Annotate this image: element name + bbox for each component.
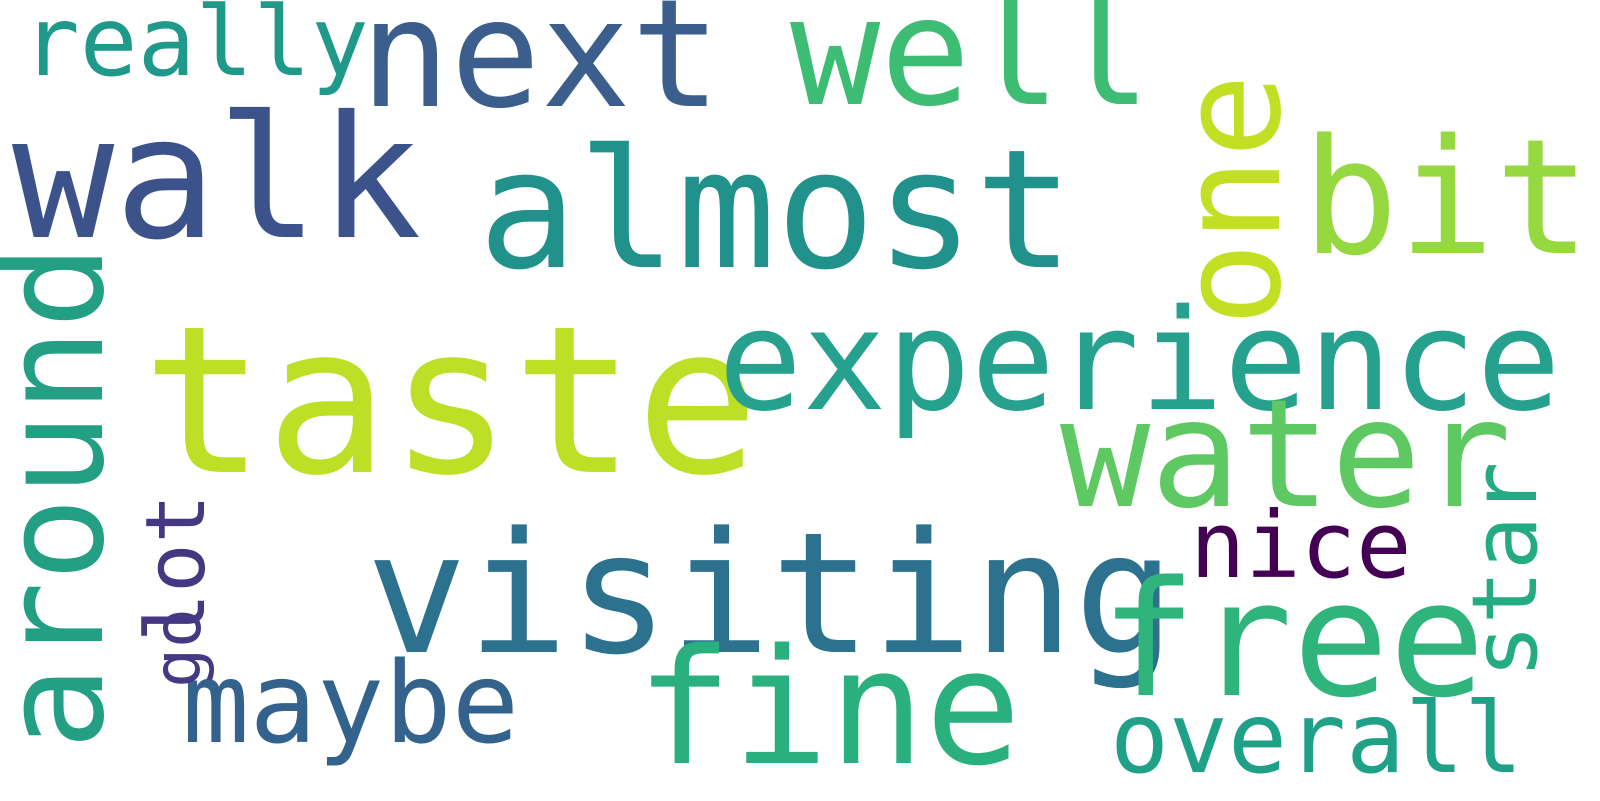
word-overall: overall: [1110, 682, 1524, 796]
word-water: water: [1060, 368, 1512, 542]
word-one: one: [1150, 73, 1313, 327]
word-star: star: [1453, 461, 1558, 679]
word-next: next: [360, 0, 722, 142]
word-taste: taste: [142, 283, 760, 521]
word-fine: fine: [636, 614, 1022, 801]
word-experience: experience: [718, 280, 1561, 443]
word-maybe: maybe: [182, 639, 520, 769]
word-around: around: [0, 244, 136, 750]
word-free: free: [1100, 546, 1486, 733]
word-visiting: visiting: [366, 496, 1176, 692]
word-nice: nice: [1190, 492, 1412, 599]
word-go: go: [139, 608, 216, 688]
word-bit: bit: [1302, 104, 1591, 291]
word-walk: walk: [12, 80, 422, 278]
word-almost: almost: [478, 114, 1075, 306]
word-well: well: [790, 0, 1152, 140]
word-really: really: [22, 0, 369, 98]
